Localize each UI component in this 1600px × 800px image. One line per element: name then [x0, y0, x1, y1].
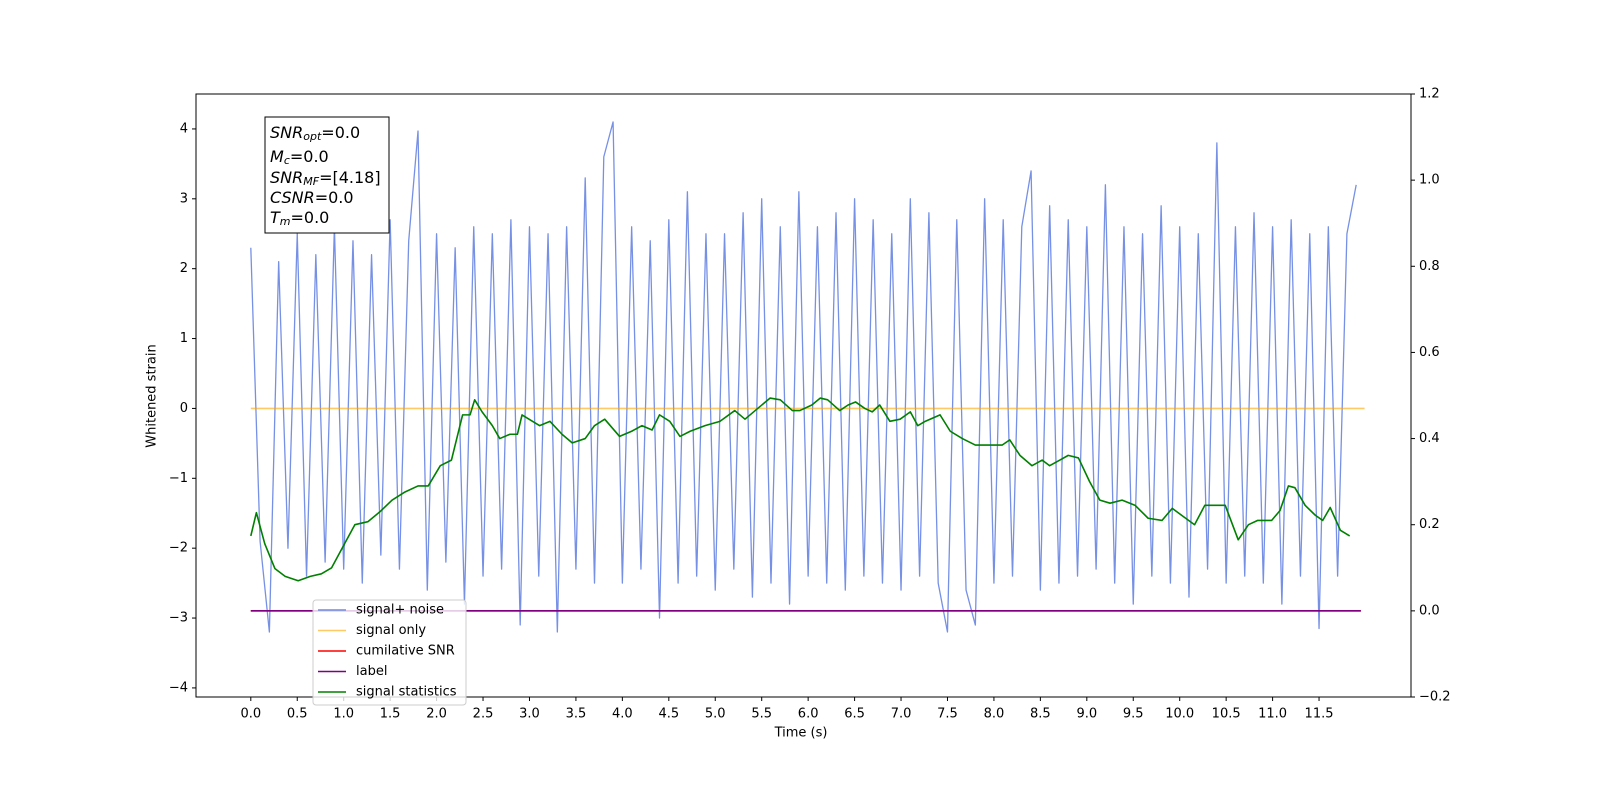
annotation-value: =0.0 — [315, 188, 354, 207]
x-tick-label: 1.0 — [333, 707, 354, 722]
x-tick-label: 10.0 — [1165, 707, 1194, 722]
annotation-symbol: SNR — [270, 168, 303, 187]
legend-label: label — [356, 664, 387, 679]
y2-tick-label: 0.2 — [1419, 517, 1440, 532]
annotation-line: Mc=0.0 — [270, 147, 329, 168]
x-tick-label: 0.5 — [287, 707, 308, 722]
legend-label: signal statistics — [356, 685, 457, 700]
annotation-value: =0.0 — [290, 147, 329, 166]
x-tick-label: 10.5 — [1212, 707, 1241, 722]
y-tick-label: 3 — [180, 191, 188, 206]
annotation-subscript: opt — [303, 130, 322, 143]
y2-tick-label: 0.6 — [1419, 345, 1440, 360]
series-line — [250, 121, 1357, 633]
x-tick-label: 1.5 — [380, 707, 401, 722]
y-axis-label: Whitened strain — [145, 344, 160, 447]
annotation-symbol: SNR — [270, 123, 303, 142]
annotation-symbol: M — [270, 147, 284, 166]
y2-tick-label: 0.8 — [1419, 259, 1440, 274]
y-tick-label: −4 — [169, 680, 188, 695]
legend-label: signal+ noise — [356, 603, 444, 618]
annotation-line: Tm=0.0 — [270, 208, 329, 229]
annotation-line: SNRMF=[4.18] — [270, 168, 381, 189]
annotation-symbol: T — [270, 208, 281, 227]
x-tick-label: 8.5 — [1030, 707, 1051, 722]
x-tick-label: 8.0 — [984, 707, 1005, 722]
y-tick-label: −3 — [169, 611, 188, 626]
x-tick-label: 3.0 — [519, 707, 540, 722]
legend-box — [312, 599, 467, 706]
annotation-line: CSNR=0.0 — [270, 188, 354, 207]
x-tick-label: 7.0 — [891, 707, 912, 722]
x-tick-label: 2.0 — [426, 707, 447, 722]
annotation-value: =[4.18] — [319, 168, 381, 187]
y2-tick-label: 0.0 — [1419, 603, 1440, 618]
x-tick-label: 9.5 — [1123, 707, 1144, 722]
annotation-line: SNRopt=0.0 — [270, 123, 360, 144]
y-tick-label: 4 — [180, 121, 188, 136]
annotation-box — [264, 116, 390, 234]
x-tick-label: 4.5 — [658, 707, 679, 722]
x-tick-label: 2.5 — [473, 707, 494, 722]
y-tick-label: −1 — [169, 471, 188, 486]
annotation-subscript: c — [284, 154, 290, 167]
y2-tick-label: 1.0 — [1419, 173, 1440, 188]
x-tick-label: 6.0 — [798, 707, 819, 722]
annotation-value: =0.0 — [291, 208, 330, 227]
series-line — [250, 397, 1351, 582]
x-tick-label: 6.5 — [844, 707, 865, 722]
legend-label: signal only — [356, 623, 426, 638]
x-tick-label: 0.0 — [240, 707, 261, 722]
annotation-symbol: CSNR — [270, 188, 315, 207]
y-tick-label: 1 — [180, 331, 188, 346]
x-tick-label: 3.5 — [566, 707, 587, 722]
y2-tick-label: 1.2 — [1419, 87, 1440, 102]
y-tick-label: −2 — [169, 541, 188, 556]
annotation-value: =0.0 — [321, 123, 360, 142]
y-tick-label: 0 — [180, 401, 188, 416]
x-tick-label: 5.0 — [705, 707, 726, 722]
x-axis-label: Time (s) — [774, 726, 828, 741]
legend-label: cumilative SNR — [356, 644, 455, 659]
x-tick-label: 7.5 — [937, 707, 958, 722]
annotation-subscript: MF — [303, 175, 319, 188]
x-tick-label: 5.5 — [751, 707, 772, 722]
annotation-subscript: m — [280, 215, 291, 228]
y2-tick-label: −0.2 — [1419, 690, 1451, 705]
x-tick-label: 4.0 — [612, 707, 633, 722]
y2-tick-label: 0.4 — [1419, 431, 1440, 446]
x-tick-label: 11.0 — [1258, 707, 1287, 722]
plot-area — [250, 121, 1365, 633]
x-tick-label: 9.0 — [1076, 707, 1097, 722]
x-tick-label: 11.5 — [1305, 707, 1334, 722]
y-tick-label: 2 — [180, 261, 188, 276]
axes-frame — [195, 93, 1412, 698]
